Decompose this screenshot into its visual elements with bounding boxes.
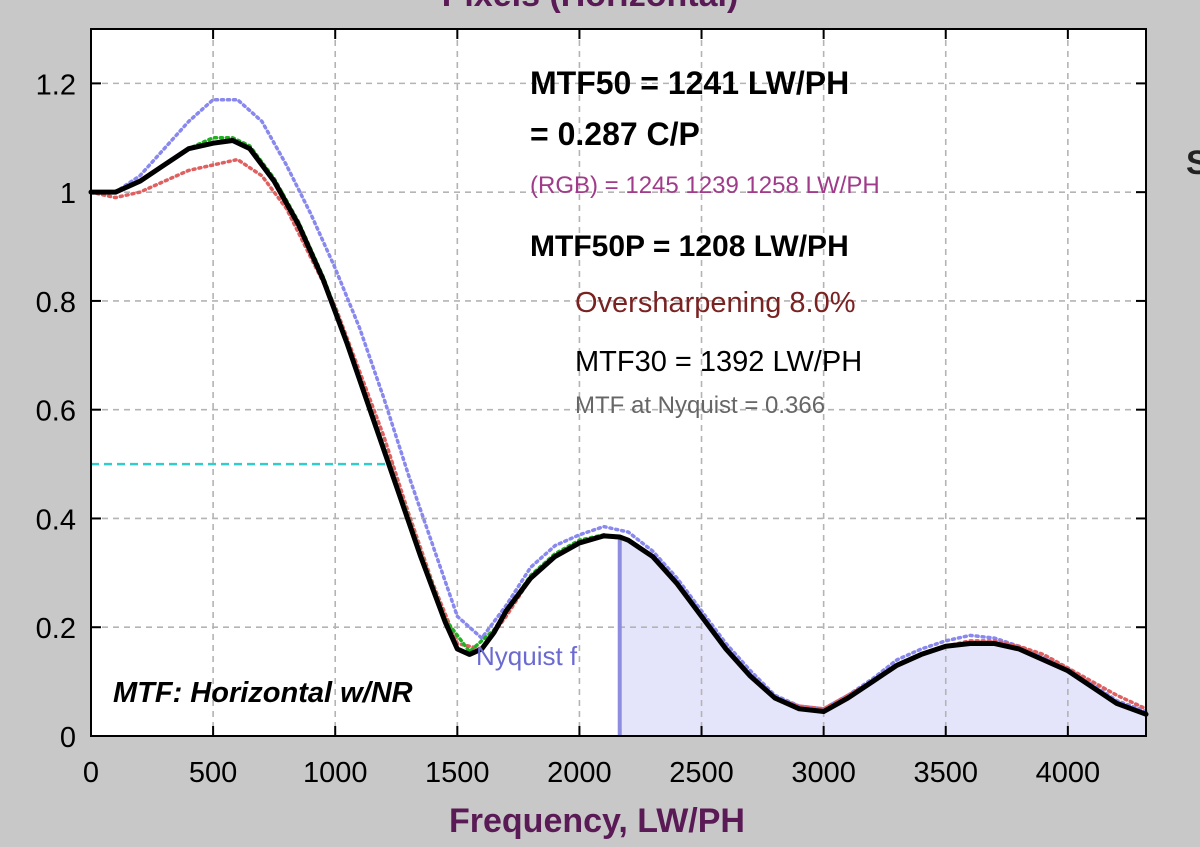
x-tick-label: 1000 bbox=[303, 757, 368, 789]
nyquist-label: Nyquist f bbox=[476, 641, 578, 671]
series-line-composite bbox=[88, 137, 1149, 717]
x-tick-label: 3500 bbox=[913, 757, 978, 789]
x-axis-label: Frequency, LW/PH bbox=[449, 802, 745, 840]
x-tick-label: 4000 bbox=[1036, 757, 1101, 789]
x-tick-label: 0 bbox=[83, 757, 99, 789]
right-edge-text: S bbox=[1186, 144, 1200, 182]
mtf50-text: MTF50 = 1241 LW/PH bbox=[530, 65, 849, 101]
rgb-mtf50-text: (RGB) = 1245 1239 1258 LW/PH bbox=[530, 172, 880, 199]
y-tick-label: 0.6 bbox=[36, 396, 76, 428]
mtf-curves bbox=[88, 97, 1149, 717]
mtf-at-nyquist-text: MTF at Nyquist = 0.366 bbox=[575, 392, 825, 419]
y-tick-label: 0 bbox=[60, 722, 76, 754]
mtf50p-text: MTF50P = 1208 LW/PH bbox=[530, 230, 849, 263]
y-tick-label: 0.2 bbox=[36, 613, 76, 645]
x-tick-label: 3000 bbox=[791, 757, 856, 789]
y-tick-label: 0.8 bbox=[36, 287, 76, 319]
mtf30-text: MTF30 = 1392 LW/PH bbox=[575, 346, 862, 378]
nyquist-shaded-area bbox=[619, 536, 1146, 736]
plot-title-label: MTF: Horizontal w/NR bbox=[113, 677, 413, 709]
oversharpening-text: Oversharpening 8.0% bbox=[575, 287, 856, 319]
x-tick-label: 2000 bbox=[547, 757, 612, 789]
plot-frame bbox=[90, 28, 1147, 737]
x-tick-label: 2500 bbox=[669, 757, 734, 789]
x-tick-label: 500 bbox=[189, 757, 237, 789]
top-axis-title: Pixels (Horizontal) bbox=[442, 0, 739, 14]
y-tick-label: 1 bbox=[60, 178, 76, 210]
x-tick-label: 1500 bbox=[425, 757, 490, 789]
y-tick-label: 0.4 bbox=[36, 504, 76, 536]
cycles-per-pixel-text: = 0.287 C/P bbox=[530, 116, 700, 152]
axis-ticks: 0 500 1000 1500 2000 2500 3000 3500 4000 0 0.2 0.4 0… bbox=[36, 29, 1146, 789]
grid bbox=[91, 29, 1146, 736]
y-tick-label: 1.2 bbox=[36, 69, 76, 101]
series-line-blue_channel bbox=[89, 97, 1148, 714]
nyquist-region bbox=[619, 536, 1146, 736]
